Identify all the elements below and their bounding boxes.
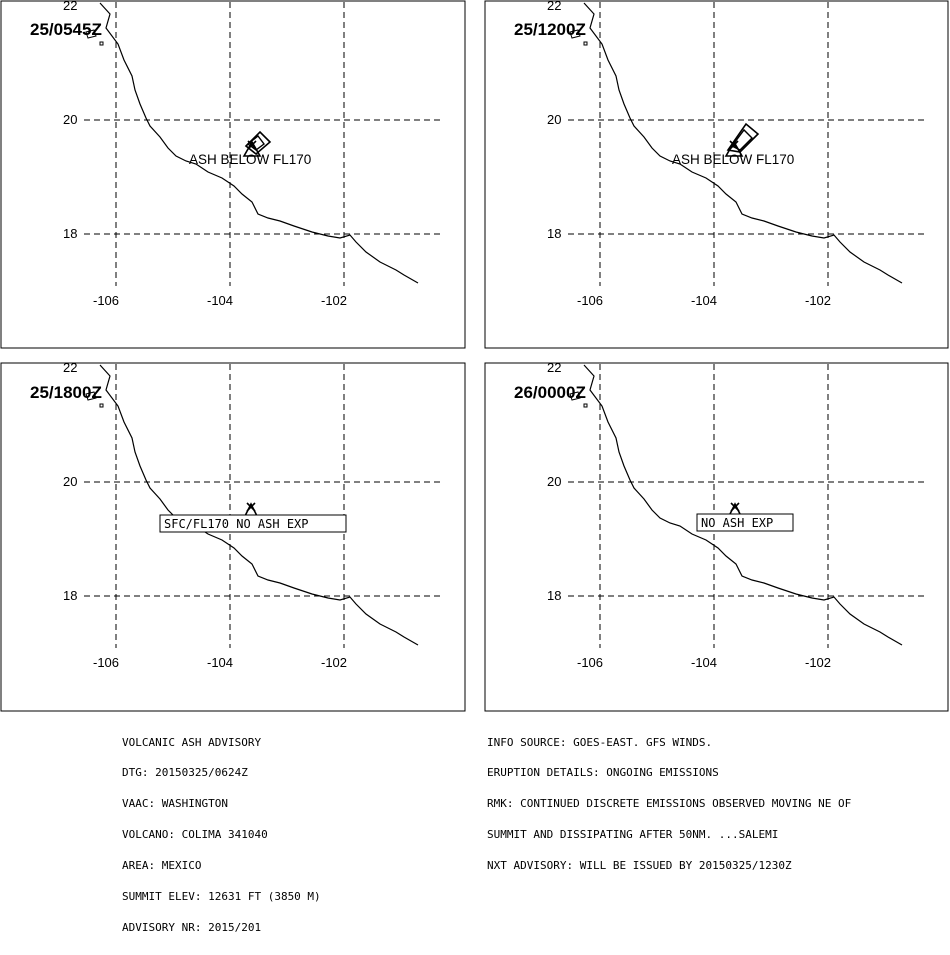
- advisory-graphic: 25/0545Z 22 20 18 -106 -104 -102 ASH BEL…: [0, 0, 949, 933]
- advisory-line: NXT ADVISORY: WILL BE ISSUED BY 20150325…: [487, 859, 792, 873]
- lat-lon-grid: [84, 364, 440, 648]
- lon-label-106: -106: [577, 293, 603, 308]
- island-outline: [583, 403, 588, 408]
- lat-label-18: 18: [63, 226, 77, 241]
- lon-label-104: -104: [207, 655, 233, 670]
- lat-label-18: 18: [547, 588, 561, 603]
- lon-label-102: -102: [321, 655, 347, 670]
- panel-time-label: 25/1800Z: [30, 383, 102, 402]
- island-outline: [85, 391, 97, 401]
- island-outline: [85, 29, 97, 39]
- lon-label-102: -102: [805, 293, 831, 308]
- no-ash-annotation: NO ASH EXP: [701, 516, 773, 530]
- ash-cloud-polygon: [246, 135, 265, 151]
- panel-frame: [484, 0, 949, 349]
- lat-label-20: 20: [547, 112, 561, 127]
- advisory-line: ADVISORY NR: 2015/201: [122, 920, 262, 934]
- lat-label-18: 18: [547, 226, 561, 241]
- advisory-line: VAAC: WASHINGTON: [122, 797, 228, 811]
- lon-label-106: -106: [93, 655, 119, 670]
- no-ash-annotation-box: [696, 513, 794, 532]
- panel-time-label: 25/1200Z: [514, 20, 586, 39]
- lat-label-20: 20: [63, 112, 77, 127]
- advisory-line: VOLCANO: COLIMA 341040: [122, 828, 268, 842]
- ash-annotation: ASH BELOW FL170: [672, 152, 794, 167]
- island-outline: [99, 41, 104, 46]
- lat-label-22: 22: [547, 0, 561, 13]
- panel-frame: [484, 362, 949, 712]
- ash-cloud-polygon: [244, 130, 272, 156]
- advisory-line: DTG: 20150325/0624Z: [122, 766, 248, 780]
- forecast-panel: 25/1200Z 22 20 18 -106 -104 -102 ASH BEL…: [484, 0, 949, 349]
- lon-label-106: -106: [93, 293, 119, 308]
- lon-label-102: -102: [321, 293, 347, 308]
- lat-label-20: 20: [547, 474, 561, 489]
- no-ash-annotation: SFC/FL170 NO ASH EXP: [164, 517, 309, 531]
- panel-frame: [0, 0, 466, 349]
- coastline: [583, 2, 903, 284]
- advisory-line: INFO SOURCE: GOES-EAST. GFS WINDS.: [487, 735, 713, 749]
- advisory-line: AREA: MEXICO: [122, 859, 202, 873]
- volcano-triangle-icon: [724, 140, 744, 157]
- lat-label-22: 22: [63, 362, 77, 375]
- no-ash-annotation-box: [159, 514, 347, 533]
- lat-label-18: 18: [63, 588, 77, 603]
- panel-time-label: 26/0000Z: [514, 383, 586, 402]
- lat-label-22: 22: [63, 0, 77, 13]
- lat-lon-grid: [568, 2, 924, 286]
- forecast-panel: SFC/FL170 NO ASH EXP 25/1800Z 22 20 18 -…: [0, 362, 466, 712]
- lon-label-104: -104: [691, 655, 717, 670]
- lon-label-104: -104: [207, 293, 233, 308]
- ash-cloud-polygon: [726, 122, 760, 153]
- island-outline: [569, 29, 581, 39]
- lon-label-102: -102: [805, 655, 831, 670]
- coastline: [99, 2, 419, 284]
- lat-label-22: 22: [547, 362, 561, 375]
- advisory-line: SUMMIT ELEV: 12631 FT (3850 M): [122, 890, 321, 904]
- coastline: [99, 364, 419, 646]
- island-outline: [583, 41, 588, 46]
- island-outline: [569, 391, 581, 401]
- lon-label-106: -106: [577, 655, 603, 670]
- lat-label-20: 20: [63, 474, 77, 489]
- island-outline: [99, 403, 104, 408]
- advisory-line: RMK: CONTINUED DISCRETE EMISSIONS OBSERV…: [487, 797, 852, 811]
- advisory-line: SUMMIT AND DISSIPATING AFTER 50NM. ...SA…: [487, 828, 779, 842]
- lon-label-104: -104: [691, 293, 717, 308]
- panel-time-label: 25/0545Z: [30, 20, 102, 39]
- advisory-info-right: INFO SOURCE: GOES-EAST. GFS WINDS. ERUPT…: [487, 717, 851, 892]
- forecast-panel: NO ASH EXP 26/0000Z 22 20 18 -106 -104 -…: [484, 362, 949, 712]
- advisory-info-left: VOLCANIC ASH ADVISORY DTG: 20150325/0624…: [122, 717, 321, 954]
- volcano-triangle-icon: [242, 140, 262, 157]
- advisory-line: VOLCANIC ASH ADVISORY: [122, 735, 262, 749]
- lat-lon-grid: [568, 364, 924, 648]
- ash-annotation: ASH BELOW FL170: [189, 152, 311, 167]
- advisory-line: ERUPTION DETAILS: ONGOING EMISSIONS: [487, 766, 719, 780]
- lat-lon-grid: [84, 2, 440, 286]
- coastline: [583, 364, 903, 646]
- panel-frame: [0, 362, 466, 712]
- forecast-panel: 25/0545Z 22 20 18 -106 -104 -102 ASH BEL…: [0, 0, 466, 349]
